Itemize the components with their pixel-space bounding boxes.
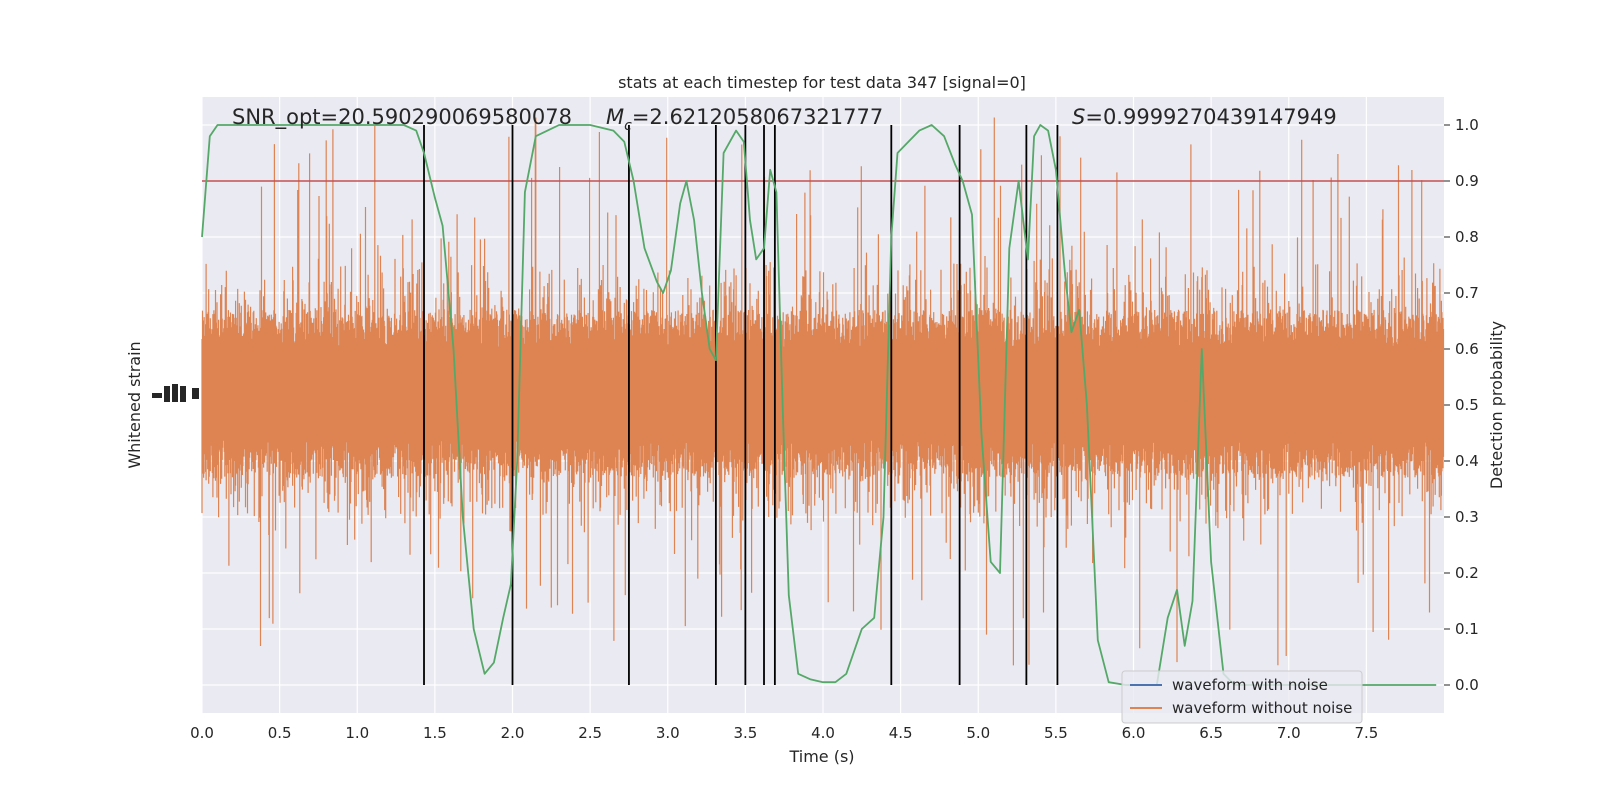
left-tick-mark: [180, 386, 186, 402]
left-tick-clutter: [152, 384, 199, 402]
y-right-tick-label: 0.5: [1455, 396, 1479, 414]
y-axis-left-label: Whitened strain: [125, 341, 144, 468]
probability-layer: [201, 124, 1444, 686]
snr-annotation: SNR_opt=20.590290069580078: [232, 105, 572, 130]
s-symbol: S: [1072, 105, 1085, 129]
mc-symbol: M: [606, 105, 624, 129]
x-tick-label: 6.5: [1199, 724, 1223, 742]
x-axis-label: Time (s): [788, 747, 854, 766]
detection-probability-line: [201, 124, 1437, 686]
x-tick-label: 6.0: [1122, 724, 1146, 742]
x-tick-label: 0.0: [190, 724, 214, 742]
x-tick-label: 5.0: [966, 724, 990, 742]
signal-layer: [201, 117, 1445, 666]
s-annotation: S=0.9999270439147949: [1072, 105, 1337, 129]
y-right-tick-label: 0.7: [1455, 284, 1479, 302]
y-right-tick-label: 0.8: [1455, 228, 1479, 246]
x-tick-label: 1.0: [345, 724, 369, 742]
y-right-tick-label: 1.0: [1455, 116, 1479, 134]
x-tick-label: 2.5: [578, 724, 602, 742]
left-tick-mark: [152, 393, 162, 398]
axis-layer: Time (s) Whitened strain Detection proba…: [125, 321, 1506, 766]
x-tick-label: 2.0: [501, 724, 525, 742]
left-tick-mark: [192, 388, 199, 399]
chart-title: stats at each timestep for test data 347…: [618, 73, 1026, 92]
s-value: =0.9999270439147949: [1085, 105, 1336, 129]
annotation-layer: stats at each timestep for test data 347…: [232, 73, 1337, 134]
y-right-tick-label: 0.6: [1455, 340, 1479, 358]
y-axis-right-label: Detection probability: [1487, 321, 1506, 489]
y-right-tick-label: 0.2: [1455, 564, 1479, 582]
left-tick-mark: [164, 386, 170, 402]
x-tick-label: 0.5: [268, 724, 292, 742]
mc-subscript: c: [624, 118, 632, 134]
mc-annotation: Mc=2.6212058067321777: [606, 105, 883, 134]
y-right-tick-label: 0.3: [1455, 508, 1479, 526]
y-right-tick-label: 0.0: [1455, 676, 1479, 694]
x-tick-label: 5.5: [1044, 724, 1068, 742]
x-tick-label: 4.0: [811, 724, 835, 742]
x-tick-label: 7.0: [1277, 724, 1301, 742]
x-tick-label: 1.5: [423, 724, 447, 742]
y-right-tick-label: 0.4: [1455, 452, 1479, 470]
legend-label: waveform with noise: [1172, 676, 1328, 694]
y-right-tick-label: 0.1: [1455, 620, 1479, 638]
x-tick-label: 7.5: [1354, 724, 1378, 742]
x-tick-label: 3.5: [733, 724, 757, 742]
legend-label: waveform without noise: [1172, 699, 1352, 717]
left-tick-mark: [172, 384, 178, 402]
legend-box: [1121, 670, 1363, 724]
legend: waveform with noise waveform without nois…: [1121, 670, 1363, 724]
x-tick-label: 3.0: [656, 724, 680, 742]
x-tick-label: 4.5: [889, 724, 913, 742]
y-right-tick-label: 0.9: [1455, 172, 1479, 190]
mc-value: =2.6212058067321777: [632, 105, 883, 129]
